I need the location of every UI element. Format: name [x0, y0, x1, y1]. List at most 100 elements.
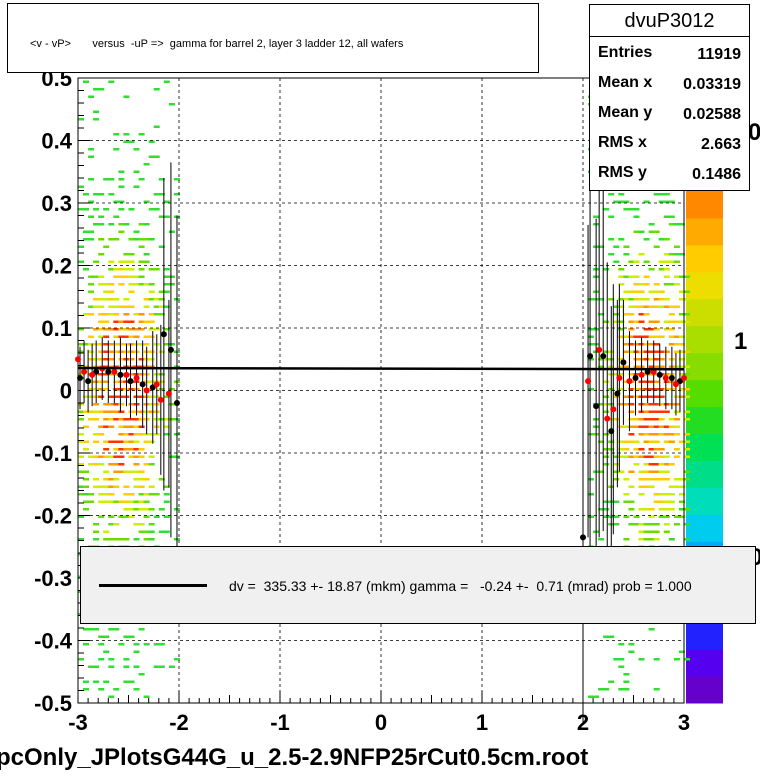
density-cell: [93, 478, 100, 481]
density-cell: [668, 485, 675, 488]
density-cell: [123, 500, 130, 503]
density-cell: [128, 305, 135, 308]
density-cell: [98, 635, 105, 638]
density-cell: [684, 395, 690, 398]
density-cell: [143, 515, 150, 518]
density-cell: [128, 290, 135, 293]
density-cell: [143, 238, 150, 241]
density-cell: [668, 260, 675, 263]
density-cell: [128, 440, 135, 443]
density-cell: [123, 433, 130, 436]
density-cell: [653, 298, 660, 301]
density-cell: [668, 500, 675, 503]
density-cell: [148, 440, 155, 443]
density-cell: [638, 230, 645, 233]
density-cell: [633, 418, 640, 421]
density-cell: [113, 485, 120, 488]
density-cell: [118, 305, 125, 308]
density-cell: [623, 688, 630, 691]
density-cell: [133, 283, 140, 286]
density-cell: [133, 425, 140, 428]
density-cell: [168, 403, 175, 406]
density-cell: [613, 658, 620, 661]
density-cell: [128, 238, 135, 241]
density-cell: [623, 365, 630, 368]
data-point-black: [593, 403, 600, 410]
density-cell: [684, 350, 690, 353]
density-cell: [588, 478, 594, 481]
density-cell: [143, 530, 150, 533]
density-cell: [643, 455, 650, 458]
density-cell: [613, 260, 620, 263]
density-cell: [643, 433, 650, 436]
density-cell: [653, 245, 660, 248]
density-cell: [148, 313, 155, 316]
density-cell: [103, 178, 110, 181]
y-tick-label: 0: [60, 379, 72, 404]
density-cell: [663, 350, 670, 353]
density-cell: [628, 350, 635, 353]
density-cell: [93, 410, 100, 413]
density-cell: [128, 283, 135, 286]
density-cell: [163, 328, 170, 331]
density-cell: [153, 155, 160, 158]
y-tick-label: -0.4: [34, 629, 73, 654]
density-cell: [118, 260, 125, 263]
density-cell: [123, 515, 130, 518]
density-cell: [78, 350, 84, 353]
density-cell: [133, 275, 140, 278]
density-cell: [128, 508, 135, 511]
data-point-red: [610, 406, 617, 413]
density-cell: [118, 200, 125, 203]
data-point-black: [614, 390, 621, 397]
density-cell: [133, 688, 140, 691]
density-cell: [83, 680, 89, 683]
density-cell: [88, 343, 95, 346]
density-cell: [123, 305, 130, 308]
density-cell: [628, 650, 635, 653]
density-cell: [658, 298, 665, 301]
data-point-red: [75, 356, 81, 363]
density-cell: [643, 275, 650, 278]
density-cell: [118, 223, 125, 226]
density-cell: [628, 523, 635, 526]
density-cell: [648, 358, 655, 361]
density-cell: [643, 238, 650, 241]
density-cell: [133, 433, 140, 436]
density-cell: [143, 440, 150, 443]
density-cell: [168, 103, 175, 106]
density-cell: [143, 343, 150, 346]
density-cell: [653, 373, 660, 376]
density-cell: [83, 193, 89, 196]
legend-text: dv = 335.33 +- 18.87 (mkm) gamma = -0.24…: [229, 578, 692, 594]
density-cell: [168, 665, 175, 668]
data-point-black: [127, 378, 134, 385]
density-cell: [653, 380, 660, 383]
density-cell: [628, 335, 635, 338]
density-cell: [633, 448, 640, 451]
y-tick-label: 0.3: [41, 191, 72, 216]
density-cell: [648, 455, 655, 458]
density-cell: [633, 373, 640, 376]
density-cell: [138, 395, 145, 398]
density-cell: [113, 133, 120, 136]
density-cell: [628, 305, 635, 308]
density-cell: [148, 208, 155, 211]
density-cell: [673, 350, 680, 353]
density-cell: [633, 395, 640, 398]
density-cell: [628, 388, 635, 391]
density-cell: [98, 493, 105, 496]
density-cell: [93, 485, 100, 488]
density-cell: [673, 485, 680, 488]
density-cell: [673, 433, 680, 436]
density-cell: [138, 373, 145, 376]
data-point-red: [133, 375, 140, 381]
density-cell: [678, 373, 685, 376]
density-cell: [668, 508, 675, 511]
density-cell: [173, 193, 180, 196]
density-cell: [653, 193, 660, 196]
density-cell: [663, 193, 670, 196]
density-cell: [678, 500, 685, 503]
density-cell: [658, 365, 665, 368]
density-cell: [153, 298, 160, 301]
